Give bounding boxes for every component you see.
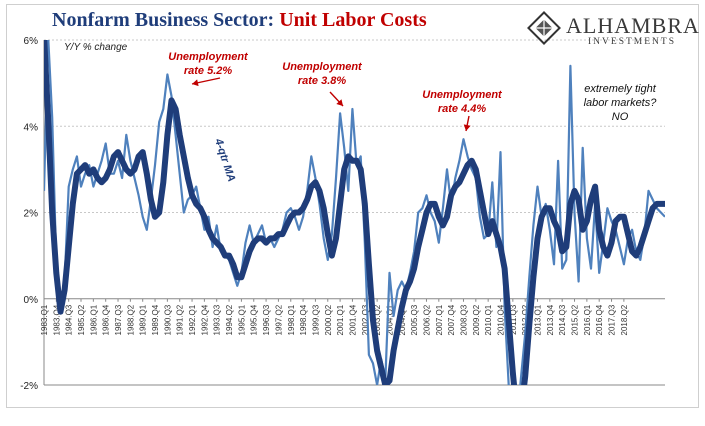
annotation-line: Unemployment (282, 61, 362, 73)
annotation-unemployment-5-2: Unemployment rate 5.2% (168, 50, 248, 78)
annotation-line: rate 3.8% (297, 75, 347, 87)
annotation-line: Unemployment (422, 89, 502, 101)
x-tick-label: 1983.Q1 (40, 304, 49, 335)
logo-name: ALHAMBRA (566, 13, 700, 38)
annotation-arrow-5-2-head (192, 79, 199, 87)
x-tick-label: 2016.Q1 (583, 304, 592, 335)
x-tick-label: 2015.Q2 (571, 304, 580, 335)
x-tick-label: 1990.Q3 (163, 304, 172, 335)
x-tick-label: 1989.Q4 (151, 304, 160, 335)
x-tick-label: 2017.Q3 (608, 304, 617, 335)
x-tick-label: 1992.Q1 (188, 304, 197, 335)
x-tick-label: 1991.Q2 (176, 304, 185, 335)
annotation-unemployment-4-4: Unemployment rate 4.4% (420, 88, 504, 116)
x-tick-label: 2010.Q1 (484, 304, 493, 335)
x-tick-label: 1986.Q4 (102, 304, 111, 335)
annotation-tight-labor-markets: extremely tight labor markets? NO (575, 82, 665, 124)
x-tick-label: 1999.Q3 (311, 304, 320, 335)
x-tick-label: 1984.Q3 (65, 304, 74, 335)
x-tick-label: 1983.Q4 (52, 304, 61, 335)
x-tick-label: 1993.Q3 (213, 304, 222, 335)
x-tick-label: 2001.Q4 (348, 304, 357, 335)
y-axis-label: Y/Y % change (64, 42, 128, 53)
y-tick-label: -2% (20, 381, 38, 392)
series-group (44, 40, 665, 385)
x-tick-label: 2007.Q1 (435, 304, 444, 335)
x-tick-label: 1998.Q1 (287, 304, 296, 335)
x-tick-label: 2003.Q2 (373, 304, 382, 335)
x-tick-label: 2008.Q3 (459, 304, 468, 335)
y-tick-label: 0% (24, 295, 39, 306)
x-tick-label: 1996.Q3 (262, 304, 271, 335)
series-line-quarterly (44, 40, 665, 385)
x-tick-label: 2011.Q3 (509, 304, 518, 335)
diamond-logo-icon (527, 11, 561, 45)
x-tick-label: 2013.Q4 (546, 304, 555, 335)
x-tick-label: 2000.Q2 (324, 304, 333, 335)
y-tick-label: 4% (24, 122, 39, 133)
x-tick-label: 1998.Q4 (299, 304, 308, 335)
x-tick-label: 2001.Q1 (336, 304, 345, 335)
x-tick-label: 1994.Q2 (225, 304, 234, 335)
x-tick-label: 2013.Q1 (534, 304, 543, 335)
alhambra-logo: ALHAMBRA INVESTMENTS (526, 10, 699, 50)
x-tick-label: 1986.Q1 (89, 304, 98, 335)
x-tick-label: 2004.Q1 (385, 304, 394, 335)
annotation-line: labor markets? (583, 97, 657, 109)
annotation-unemployment-3-8: Unemployment rate 3.8% (280, 60, 364, 88)
x-tick-label: 1988.Q2 (126, 304, 135, 335)
x-tick-label: 2016.Q4 (595, 304, 604, 335)
x-tick-label: 1995.Q4 (250, 304, 259, 335)
x-tick-label: 2018.Q2 (620, 304, 629, 335)
y-tick-label: 2% (24, 209, 39, 220)
y-tick-label: 6% (24, 36, 39, 47)
x-tick-label: 2005.Q3 (410, 304, 419, 335)
annotation-arrow-4-4-head (463, 124, 471, 131)
chart-title: Nonfarm Business Sector: Unit Labor Cost… (52, 9, 427, 32)
annotation-line: NO (611, 111, 629, 123)
x-tick-label: 1997.Q2 (274, 304, 283, 335)
annotation-line: extremely tight (584, 83, 656, 95)
x-tick-label: 1985.Q2 (77, 304, 86, 335)
chart-title-part1: Nonfarm Business Sector: (52, 9, 275, 31)
x-tick-label: 1995.Q1 (237, 304, 246, 335)
x-tick-label: 2002.Q3 (361, 304, 370, 335)
x-tick-label: 1989.Q1 (139, 304, 148, 335)
x-tick-label: 2010.Q4 (496, 304, 505, 335)
annotation-arrow-3-8-head (336, 99, 343, 106)
annotation-line: rate 4.4% (437, 103, 487, 115)
annotation-line: rate 5.2% (183, 65, 233, 77)
x-tick-label: 2007.Q4 (447, 304, 456, 335)
x-tick-label: 2006.Q2 (422, 304, 431, 335)
logo-subtitle: INVESTMENTS (588, 37, 676, 47)
x-tick-label: 2014.Q3 (558, 304, 567, 335)
x-tick-label: 1987.Q3 (114, 304, 123, 335)
annotation-line: Unemployment (168, 51, 248, 63)
chart-frame (6, 4, 699, 408)
series-line-4qtr-ma (44, 40, 665, 385)
chart-title-part2: Unit Labor Costs (279, 9, 427, 31)
x-tick-label: 2009.Q2 (472, 304, 481, 335)
x-tick-label: 1992.Q4 (200, 304, 209, 335)
series-label-4qtr-ma: 4-qtr MA (212, 136, 238, 183)
